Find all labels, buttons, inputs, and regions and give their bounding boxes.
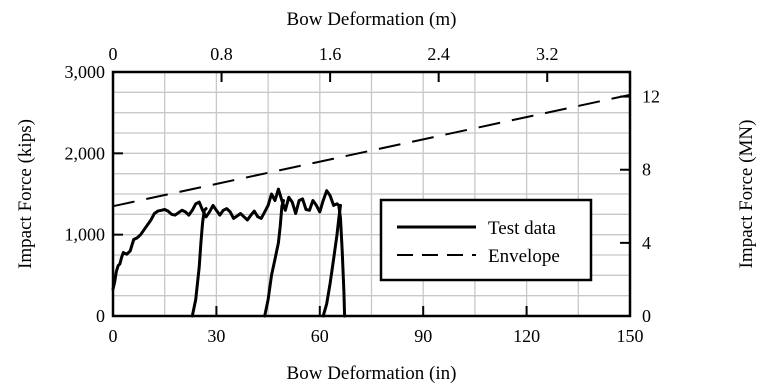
- legend-entry-envelope: Envelope: [488, 246, 560, 267]
- series-line-test-data: [190, 207, 208, 318]
- x-bottom-tick-label: 150: [617, 326, 644, 346]
- x-bottom-tick-label: 120: [513, 326, 540, 346]
- series-line-test-data: [263, 199, 286, 318]
- series-line-envelope: [112, 93, 631, 208]
- y-right-tick-label: 0: [642, 306, 651, 326]
- x-top-tick-label: 0: [109, 44, 118, 64]
- x-top-tick-label: 3.2: [536, 44, 559, 64]
- x-top-tick-label: 0.8: [210, 44, 233, 64]
- x-axis-title-bottom: Bow Deformation (in): [287, 363, 457, 384]
- series-line-test-data: [111, 187, 347, 318]
- y-left-tick-label: 1,000: [65, 225, 106, 245]
- x-bottom-tick-label: 30: [207, 326, 225, 346]
- x-bottom-tick-label: 0: [109, 326, 118, 346]
- x-bottom-tick-label: 60: [311, 326, 329, 346]
- tick-marks: [112, 71, 631, 317]
- plot-frame: [111, 70, 632, 318]
- y-right-tick-label: 12: [642, 87, 660, 107]
- x-bottom-tick-label: 90: [414, 326, 432, 346]
- x-top-tick-label: 1.6: [319, 44, 342, 64]
- series-layer: [111, 93, 631, 318]
- y-right-tick-label: 4: [642, 233, 651, 253]
- legend-box: [379, 198, 593, 282]
- x-top-tick-label: 2.4: [427, 44, 450, 64]
- y-axis-title-left: Impact Force (kips): [15, 119, 36, 269]
- y-left-tick-label: 0: [96, 306, 105, 326]
- y-left-tick-label: 2,000: [65, 143, 106, 163]
- legend-entry-test-data: Test data: [488, 218, 556, 239]
- y-axis-title-right: Impact Force (MN): [736, 120, 757, 269]
- series-line-test-data: [321, 203, 342, 318]
- y-left-tick-label: 3,000: [65, 62, 106, 82]
- legend: Test data Envelope: [379, 198, 593, 282]
- x-axis-title-top: Bow Deformation (m): [287, 9, 457, 30]
- y-right-tick-label: 8: [642, 160, 651, 180]
